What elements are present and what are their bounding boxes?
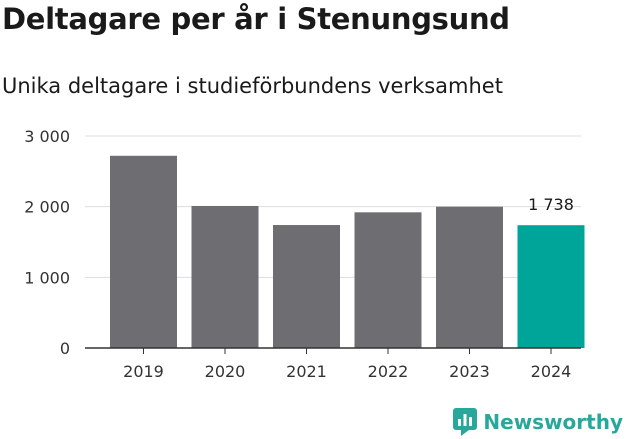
chart-subtitle: Unika deltagare i studieförbundens verks… [2,74,503,98]
newsworthy-logo-icon [453,408,478,436]
x-tick-label: 2021 [286,362,327,381]
bar-2023 [436,206,503,348]
y-tick-label: 2 000 [24,198,70,217]
x-tick-label: 2023 [449,362,490,381]
x-tick-label: 2024 [531,362,572,381]
bar-2024 [517,225,585,348]
bar-2021 [273,225,340,348]
y-tick-label: 0 [60,339,70,358]
bar-2022 [354,212,422,348]
y-tick-label: 3 000 [24,127,70,146]
x-tick-label: 2022 [368,362,409,381]
data-label: 1 738 [528,195,574,214]
x-tick-label: 2019 [123,362,164,381]
chart-title: Deltagare per år i Stenungsund [2,2,510,36]
bar-2019 [110,155,177,348]
brand-name: Newsworthy [483,410,623,434]
newsworthy-logo: Newsworthy [453,408,623,436]
x-tick-label: 2020 [205,362,246,381]
y-tick-label: 1 000 [24,268,70,287]
bar-2020 [191,205,259,348]
